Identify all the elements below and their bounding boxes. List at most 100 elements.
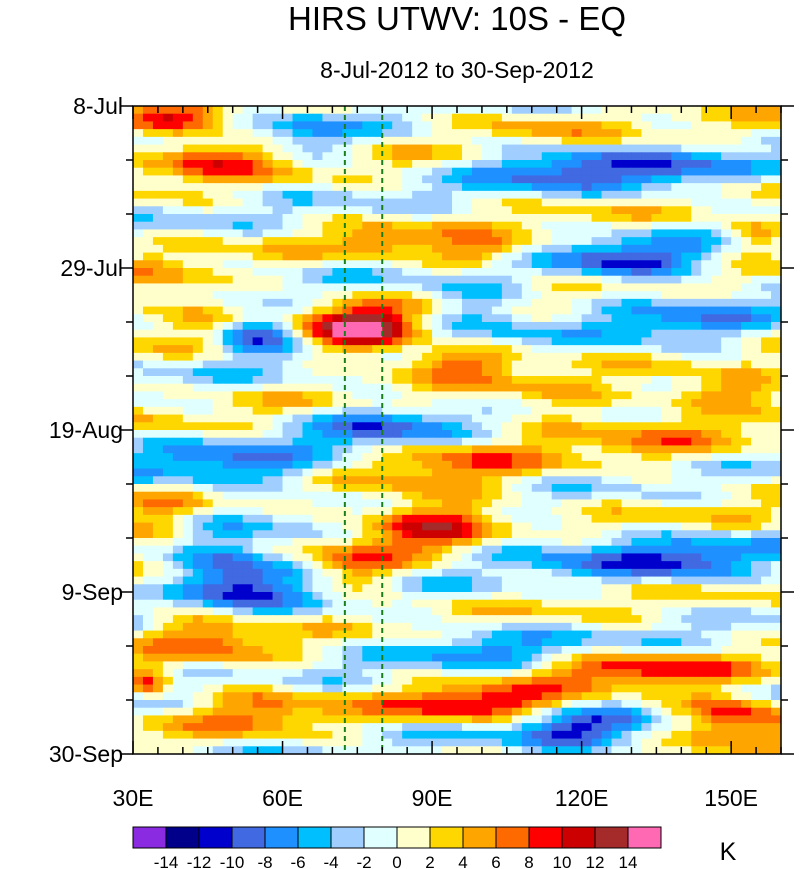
heatmap-cell: [521, 406, 533, 416]
heatmap-cell: [312, 190, 324, 200]
heatmap-cell: [551, 414, 563, 423]
heatmap-cell: [491, 514, 503, 524]
heatmap-cell: [452, 507, 463, 516]
heatmap-cell: [631, 329, 643, 339]
heatmap-cell: [392, 360, 403, 369]
heatmap-cell: [691, 592, 702, 601]
heatmap-cell: [561, 198, 573, 207]
heatmap-cell: [581, 322, 593, 331]
heatmap-cell: [282, 160, 294, 169]
heatmap-cell: [731, 592, 742, 601]
heatmap-cell: [711, 368, 722, 377]
heatmap-cell: [442, 514, 453, 524]
heatmap-cell: [392, 453, 403, 462]
heatmap-cell: [561, 391, 573, 400]
heatmap-cell: [452, 298, 463, 308]
heatmap-cell: [631, 676, 643, 686]
heatmap-cell: [372, 630, 383, 639]
heatmap-cell: [471, 152, 483, 161]
heatmap-cell: [242, 445, 254, 454]
heatmap-cell: [551, 630, 563, 639]
heatmap-cell: [521, 298, 533, 308]
heatmap-cell: [172, 106, 184, 115]
heatmap-cell: [661, 399, 672, 408]
heatmap-cell: [412, 484, 423, 493]
heatmap-cell: [242, 553, 254, 562]
heatmap-cell: [711, 553, 722, 562]
heatmap-cell: [292, 244, 304, 254]
heatmap-cell: [272, 391, 284, 400]
heatmap-cell: [412, 692, 423, 701]
heatmap-cell: [581, 314, 593, 323]
heatmap-cell: [611, 460, 623, 470]
heatmap-cell: [631, 214, 643, 223]
heatmap-cell: [681, 460, 692, 470]
heatmap-cell: [631, 522, 643, 531]
heatmap-cell: [681, 638, 692, 647]
heatmap-cell: [681, 306, 692, 315]
heatmap-cell: [721, 445, 732, 454]
heatmap-cell: [491, 260, 503, 269]
heatmap-cell: [192, 183, 204, 192]
heatmap-cell: [721, 352, 732, 362]
heatmap-cell: [601, 430, 613, 439]
heatmap-cell: [541, 368, 553, 377]
heatmap-cell: [142, 322, 154, 331]
heatmap-cell: [322, 676, 333, 686]
heatmap-cell: [202, 507, 214, 516]
heatmap-cell: [152, 692, 164, 701]
heatmap-cell: [442, 121, 453, 130]
heatmap-cell: [641, 484, 652, 493]
heatmap-cell: [242, 491, 254, 501]
heatmap-cell: [491, 167, 503, 177]
heatmap-cell: [481, 391, 493, 400]
heatmap-cell: [182, 646, 194, 655]
heatmap-cell: [501, 676, 513, 686]
heatmap-cell: [691, 399, 702, 408]
heatmap-cell: [302, 414, 314, 423]
heatmap-cell: [691, 322, 702, 331]
heatmap-cell: [641, 360, 652, 369]
heatmap-cell: [172, 661, 184, 670]
heatmap-cell: [382, 183, 393, 192]
heatmap-cell: [302, 136, 314, 146]
heatmap-cell: [152, 314, 164, 323]
heatmap-cell: [252, 430, 264, 439]
heatmap-cell: [511, 291, 523, 300]
heatmap-cell: [731, 430, 742, 439]
heatmap-cell: [521, 391, 533, 400]
heatmap-cell: [322, 298, 333, 308]
heatmap-cell: [551, 275, 563, 285]
heatmap-cell: [591, 129, 603, 138]
heatmap-cell: [162, 260, 174, 269]
heatmap-cell: [541, 422, 553, 431]
heatmap-cell: [442, 530, 453, 539]
heatmap-cell: [452, 252, 463, 261]
heatmap-cell: [192, 291, 204, 300]
heatmap-cell: [252, 646, 264, 655]
heatmap-cell: [142, 175, 154, 184]
heatmap-cell: [691, 252, 702, 261]
heatmap-cell: [571, 391, 583, 400]
heatmap-cell: [661, 291, 672, 300]
heatmap-cell: [681, 692, 692, 701]
heatmap-cell: [551, 113, 563, 123]
heatmap-cell: [152, 383, 164, 393]
heatmap-cell: [561, 190, 573, 200]
heatmap-cell: [242, 144, 254, 153]
heatmap-cell: [501, 453, 513, 462]
heatmap-cell: [372, 214, 383, 223]
heatmap-cell: [352, 437, 363, 447]
heatmap-cell: [511, 422, 523, 431]
heatmap-cell: [761, 237, 772, 246]
heatmap-cell: [461, 291, 473, 300]
heatmap-cell: [481, 360, 493, 369]
heatmap-cell: [681, 329, 692, 339]
heatmap-cell: [352, 484, 363, 493]
heatmap-cell: [133, 561, 144, 570]
heatmap-cell: [362, 406, 373, 416]
heatmap-cell: [691, 669, 702, 678]
heatmap-cell: [222, 113, 234, 123]
heatmap-cell: [262, 322, 274, 331]
heatmap-cell: [422, 592, 433, 601]
